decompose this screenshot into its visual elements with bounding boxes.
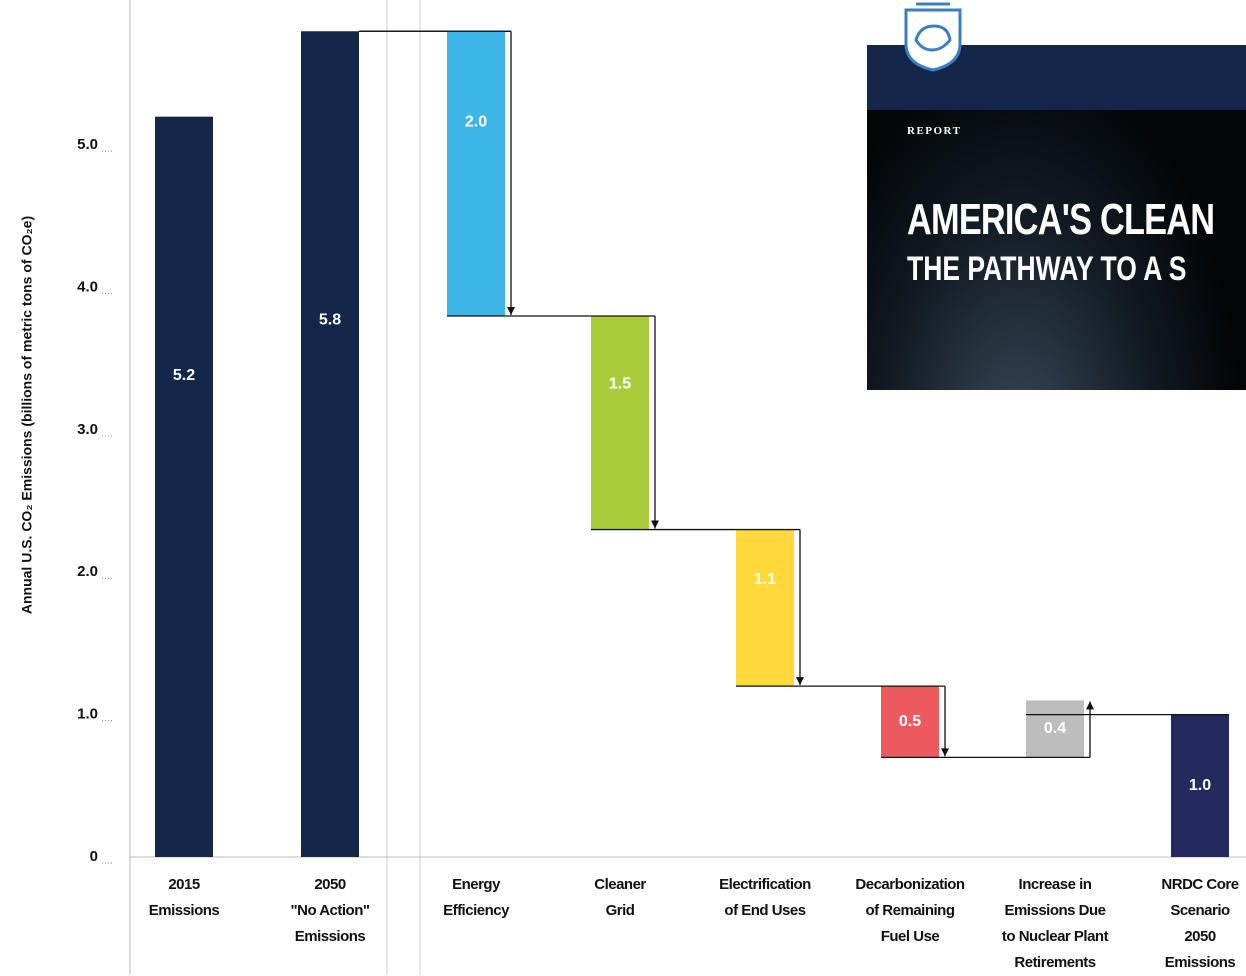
arrow-head	[1086, 701, 1094, 709]
bar	[447, 31, 505, 316]
value-label: 0.4	[1044, 720, 1066, 737]
x-tick-label: Electrification of End Uses	[695, 872, 835, 924]
y-tick-label: 1.0	[77, 706, 98, 723]
arrow-head	[507, 307, 515, 315]
value-label: 0.5	[899, 713, 921, 730]
x-tick-label: Cleaner Grid	[550, 872, 690, 924]
value-label: 5.8	[319, 311, 341, 328]
x-tick-label: Decarbonization of Remaining Fuel Use	[840, 872, 980, 950]
x-tick-label: Increase in Emissions Due to Nuclear Pla…	[985, 872, 1125, 976]
report-cover: REPORT AMERICA'S CLEAN THE PATHWAY TO A …	[867, 45, 1246, 390]
x-tick-label: 2015 Emissions	[114, 872, 254, 924]
bar	[591, 316, 649, 530]
bar	[736, 530, 794, 687]
bar	[301, 31, 359, 857]
bar	[155, 117, 213, 857]
y-axis-title: Annual U.S. CO₂ Emissions (billions of m…	[19, 216, 35, 614]
value-label: 2.0	[465, 114, 487, 131]
logo	[902, 0, 964, 72]
cover-subhead: THE PATHWAY TO A S	[907, 250, 1186, 289]
value-label: 1.0	[1189, 777, 1211, 794]
cover-kicker: REPORT	[907, 125, 961, 137]
value-label: 1.5	[609, 376, 631, 393]
arrow-head	[941, 748, 949, 756]
y-tick-label: 2.0	[77, 563, 98, 580]
y-tick-label: 0	[90, 848, 98, 865]
value-label: 1.1	[754, 571, 776, 588]
arrow-head	[651, 521, 659, 529]
page: Annual U.S. CO₂ Emissions (billions of m…	[0, 0, 1246, 975]
arrow-head	[796, 677, 804, 685]
x-tick-label: 2050 "No Action" Emissions	[260, 872, 400, 950]
cover-headline: AMERICA'S CLEAN	[907, 195, 1214, 245]
y-tick-label: 5.0	[77, 136, 98, 153]
value-label: 5.2	[173, 367, 195, 384]
y-tick-label: 3.0	[77, 421, 98, 438]
x-tick-label: NRDC Core Scenario 2050 Emissions	[1130, 872, 1246, 976]
x-tick-label: Energy Efficiency	[406, 872, 546, 924]
y-tick-label: 4.0	[77, 278, 98, 295]
